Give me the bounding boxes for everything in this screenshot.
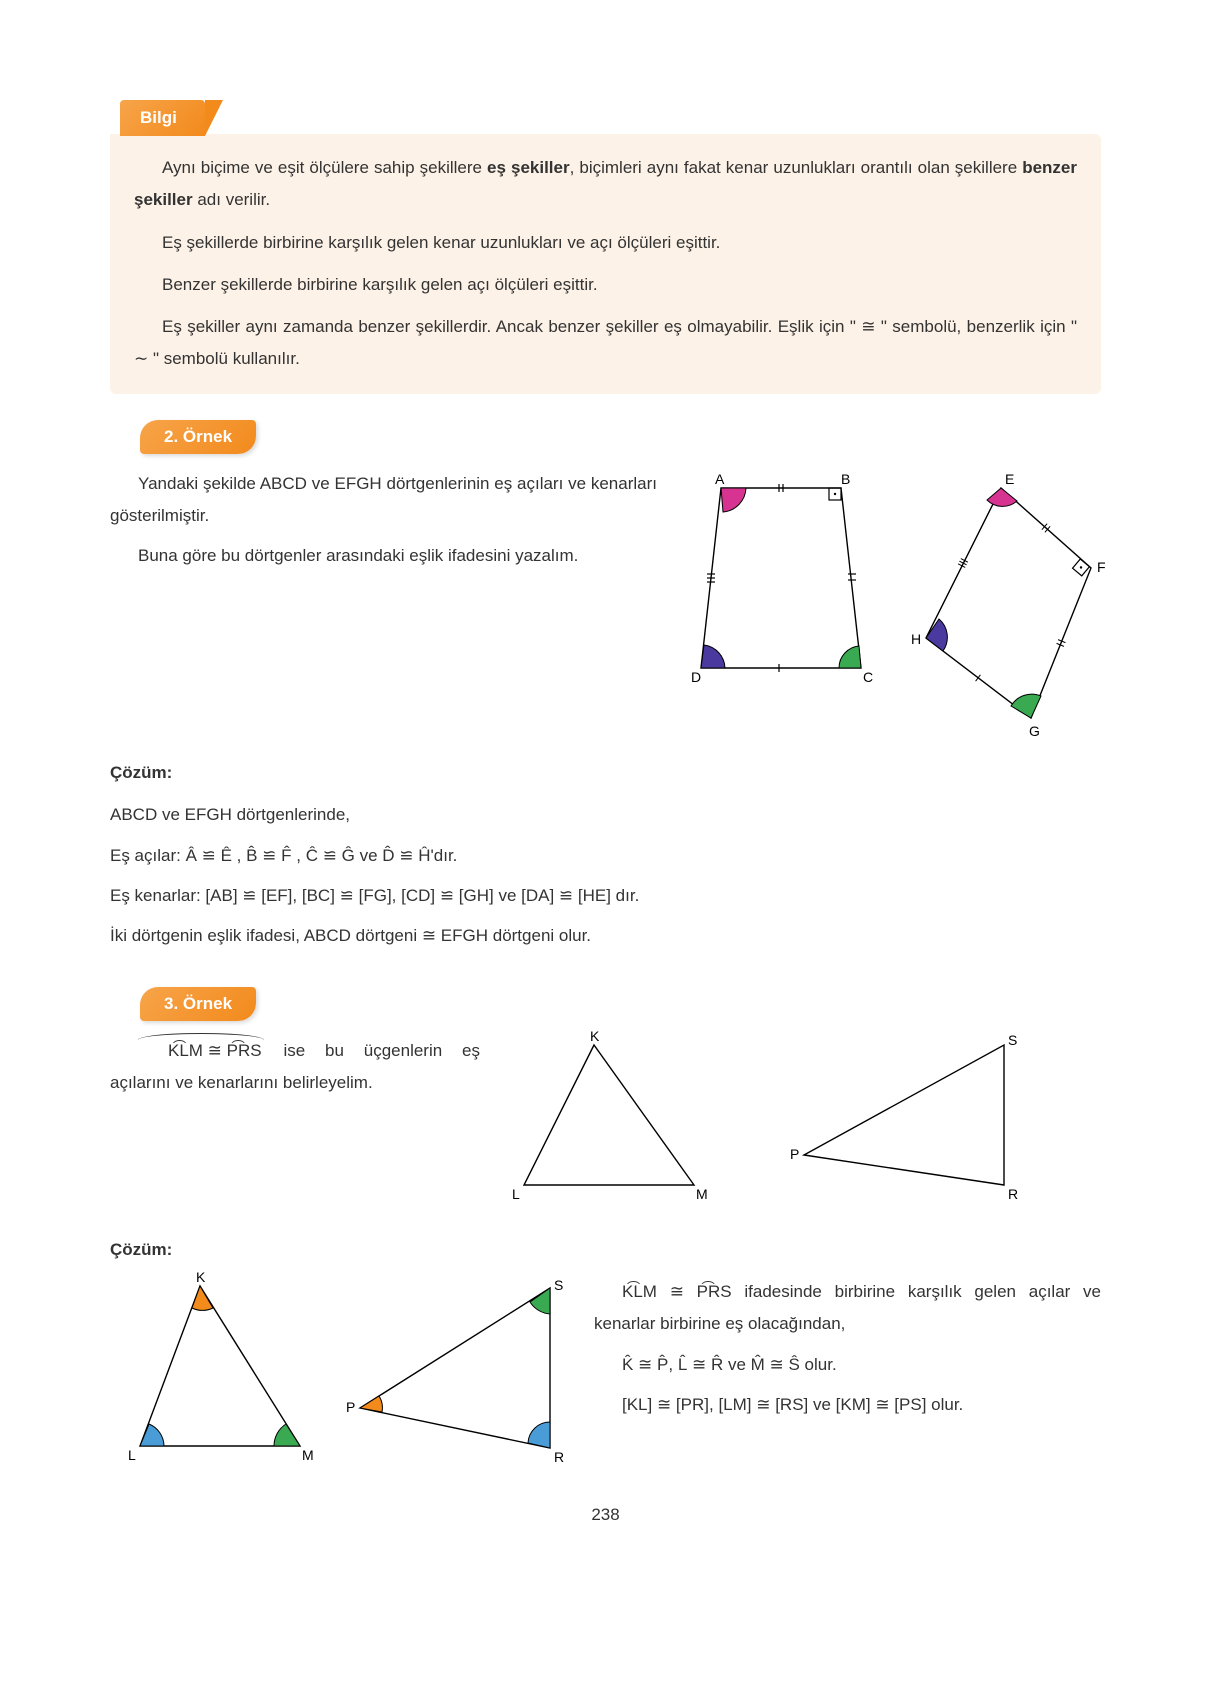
svg-text:K: K [196,1269,206,1285]
svg-text:C: C [863,669,873,685]
tri-colored-diagram: K L M P R S [110,1276,570,1466]
text: adı verilir. [193,190,270,209]
text: Yandaki şekilde ABCD ve EFGH dörtgenleri… [110,468,657,533]
example-3-text: K͡LM ≅ P͡RS ise bu üçgenlerin eş açıları… [110,1035,480,1108]
svg-text:S: S [554,1277,563,1293]
example-3-solution-row: K L M P R S K͡LM ≅ P͡RS ifadesinde birbi… [110,1276,1101,1477]
svg-text:D: D [691,669,701,685]
info-p3: Benzer şekillerde birbirine karşılık gel… [134,269,1077,301]
text: K̂ ≅ P̂, L̂ ≅ R̂ ve M̂ ≅ Ŝ olur. [622,1349,1101,1381]
example-3-tab: 3. Örnek [140,987,256,1021]
svg-text:R: R [554,1449,564,1465]
svg-text:G: G [1029,723,1040,739]
example-3-figure: K L M P R S [504,1035,1044,1216]
svg-text:F: F [1097,559,1106,575]
svg-text:L: L [512,1186,520,1202]
example-3-solution-figure: K L M P R S [110,1276,570,1477]
svg-text:M: M [302,1447,314,1463]
tri-plain-diagram: K L M P R S [504,1035,1044,1205]
svg-text:A: A [715,471,725,487]
text: Aynı biçime ve eşit ölçülere sahip şekil… [162,158,487,177]
example-3-solution-text: K͡LM ≅ P͡RS ifadesinde birbirine karşılı… [594,1276,1101,1429]
solution-heading: Çözüm: [110,757,1101,789]
info-box: Aynı biçime ve eşit ölçülere sahip şekil… [110,134,1101,394]
svg-text:E: E [1005,471,1014,487]
quad-diagram: A B C D [681,468,1101,728]
text: , biçimleri aynı fakat kenar uzunlukları… [570,158,1023,177]
text: Eş kenarlar: [AB] ≌ [EF], [BC] ≌ [FG], [… [110,880,1101,912]
text: K͡LM ≅ P͡RS ifadesinde birbirine karşılı… [594,1276,1101,1341]
svg-text:P: P [790,1146,799,1162]
text: K͡LM ≅ P͡RS [138,1035,264,1067]
svg-text:M: M [696,1186,708,1202]
example-3-row: K͡LM ≅ P͡RS ise bu üçgenlerin eş açıları… [110,1035,1101,1216]
page-number: 238 [110,1505,1101,1525]
svg-text:P: P [346,1399,355,1415]
svg-text:K: K [590,1028,600,1044]
page: Bilgi Aynı biçime ve eşit ölçülere sahip… [0,0,1211,1565]
svg-text:L: L [128,1447,136,1463]
example-2-tab: 2. Örnek [140,420,256,454]
svg-text:B: B [841,471,850,487]
example-2-row: Yandaki şekilde ABCD ve EFGH dörtgenleri… [110,468,1101,739]
text: ABCD ve EFGH dörtgenlerinde, [110,799,1101,831]
example-2-solution: Çözüm: ABCD ve EFGH dörtgenlerinde, Eş a… [110,757,1101,952]
info-p2: Eş şekillerde birbirine karşılık gelen k… [134,227,1077,259]
text: K͡LM ≅ P͡RS ise bu üçgenlerin eş açıları… [110,1035,480,1100]
text: [KL] ≅ [PR], [LM] ≅ [RS] ve [KM] ≅ [PS] … [622,1389,1101,1421]
info-tab: Bilgi [120,100,205,136]
text: Eş açılar: Â ≌ Ê , B̂ ≌ F̂ , Ĉ ≌ Ĝ ve D̂… [110,840,1101,872]
example-2-figure: A B C D [681,468,1101,739]
text: Buna göre bu dörtgenler arasındaki eşlik… [110,540,657,572]
svg-text:H: H [911,631,921,647]
svg-text:R: R [1008,1186,1018,1202]
svg-text:S: S [1008,1032,1017,1048]
bold: eş şekiller [487,158,570,177]
info-p1: Aynı biçime ve eşit ölçülere sahip şekil… [134,152,1077,217]
example-2-text: Yandaki şekilde ABCD ve EFGH dörtgenleri… [110,468,657,581]
info-p4: Eş şekiller aynı zamanda benzer şekiller… [134,311,1077,376]
solution-heading: Çözüm: [110,1234,1101,1266]
text: İki dörtgenin eşlik ifadesi, ABCD dörtge… [110,920,1101,952]
